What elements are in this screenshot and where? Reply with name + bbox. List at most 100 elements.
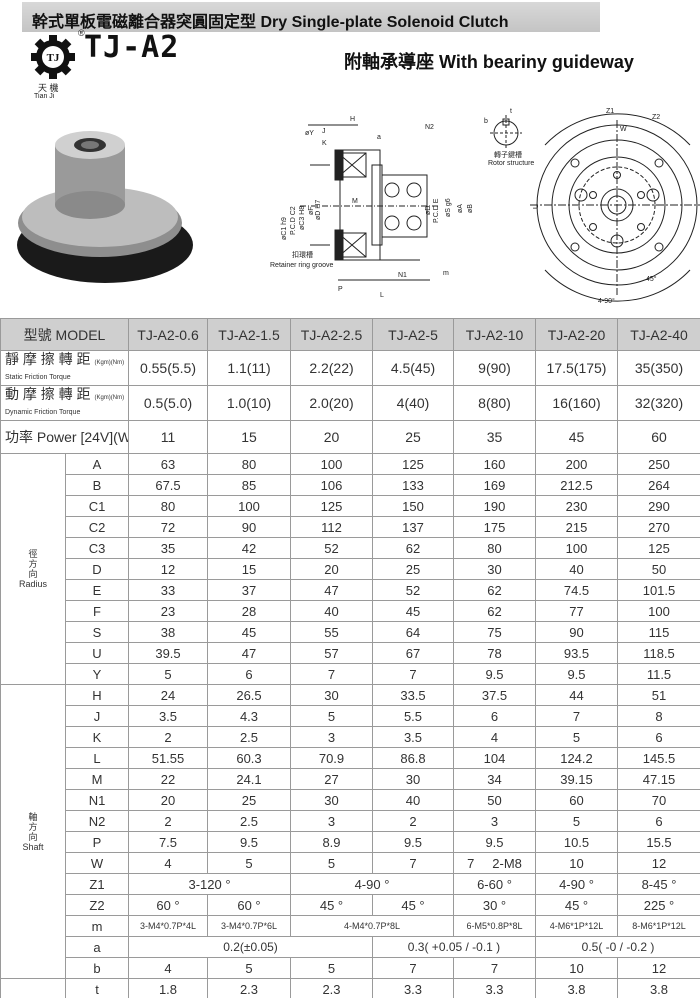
table-cell: 106 bbox=[290, 474, 373, 496]
table-cell: 12 bbox=[617, 957, 700, 979]
shaft-row-N2: N2 2 2.5 3 2 3 5 6 bbox=[1, 810, 700, 832]
table-cell: 118.5 bbox=[617, 642, 700, 664]
label-P: P bbox=[338, 286, 343, 293]
table-cell: 62 bbox=[372, 537, 454, 559]
radius-row-A: 徑 方 向 Radius A 63 80 100 125 160 200 250 bbox=[0, 453, 700, 685]
table-cell: 26.5 bbox=[207, 684, 291, 706]
label-en: Dynamic Friction Torque bbox=[5, 408, 81, 416]
table-cell: 47.15 bbox=[617, 768, 700, 790]
tolerance-cell: 0.3( +0.05 / -0.1 ) bbox=[372, 936, 536, 958]
dimension-key: F bbox=[65, 600, 129, 622]
table-cell: 34 bbox=[453, 768, 536, 790]
section-view bbox=[300, 124, 440, 281]
label-Z1: Z1 bbox=[606, 108, 614, 115]
table-cell: 3.3 bbox=[453, 978, 536, 998]
table-cell: 80 bbox=[128, 495, 208, 517]
table-cell: 3.8 bbox=[535, 978, 618, 998]
table-cell: 3-M4*0.7P*6L bbox=[207, 915, 291, 937]
table-cell: 3.3 bbox=[372, 978, 454, 998]
table-cell: 6 bbox=[617, 810, 700, 832]
table-cell: 52 bbox=[372, 579, 454, 601]
table-cell: 3-120 ° bbox=[128, 873, 291, 895]
table-cell: 133 bbox=[372, 474, 454, 496]
label-C2: P.C.D C2 bbox=[290, 206, 297, 235]
power-row: 功率 Power [24V](W) at 20℃11152025354560 bbox=[0, 420, 700, 454]
table-cell: 7 bbox=[372, 663, 454, 685]
label-N1: N1 bbox=[398, 272, 407, 279]
table-cell: 70 bbox=[617, 789, 700, 811]
table-cell: 15.5 bbox=[617, 831, 700, 853]
label-B: øB bbox=[467, 204, 474, 213]
table-cell: 7 bbox=[372, 957, 454, 979]
label-E: P.C.D E bbox=[433, 198, 440, 223]
table-cell: 2.3 bbox=[290, 978, 373, 998]
table-cell: 7 bbox=[290, 663, 373, 685]
table-cell: 45 bbox=[535, 420, 618, 454]
dimension-key: B bbox=[65, 474, 129, 496]
table-cell: 4-90 ° bbox=[290, 873, 454, 895]
dimension-key: L bbox=[65, 747, 129, 769]
label-retainer-en: Retainer ring groove bbox=[270, 262, 334, 269]
table-cell: 2 bbox=[128, 726, 208, 748]
table-cell: 6 bbox=[617, 726, 700, 748]
table-cell: 4-M4*0.7P*8L bbox=[290, 915, 454, 937]
table-cell: 3 bbox=[290, 726, 373, 748]
label-cn: 動 摩 擦 轉 距 bbox=[5, 385, 91, 402]
label-Y: øY bbox=[305, 130, 314, 137]
table-cell: 80 bbox=[453, 537, 536, 559]
table-cell: 25 bbox=[372, 420, 454, 454]
dimension-key: U bbox=[65, 642, 129, 664]
table-cell: 175 bbox=[453, 516, 536, 538]
table-cell: 42 bbox=[207, 537, 291, 559]
table-cell: 11 bbox=[128, 420, 208, 454]
table-cell: 35 bbox=[128, 537, 208, 559]
table-cell: 55 bbox=[290, 621, 373, 643]
table-cell: 5 bbox=[535, 726, 618, 748]
table-cell: 12 bbox=[617, 852, 700, 874]
table-cell: 60 bbox=[535, 789, 618, 811]
table-cell: 93.5 bbox=[535, 642, 618, 664]
dynamic-torque-label: 動 摩 擦 轉 距 (Kgm)(Nm) Dynamic Friction Torq… bbox=[0, 385, 129, 421]
dimension-key: H bbox=[65, 684, 129, 706]
table-cell: 62 bbox=[453, 600, 536, 622]
shaft-row-Z1: Z1 3-120 ° 4-90 ° 6-60 ° 4-90 ° 8-45 ° bbox=[1, 873, 700, 895]
table-cell: 125 bbox=[372, 453, 454, 475]
table-cell: 74.5 bbox=[535, 579, 618, 601]
dimension-key: D bbox=[65, 558, 129, 580]
model-column-header: TJ-A2-20 bbox=[535, 318, 618, 351]
table-cell: 4 bbox=[453, 726, 536, 748]
table-cell: 45 ° bbox=[290, 894, 373, 916]
table-cell: 33 bbox=[128, 579, 208, 601]
table-cell: 45 bbox=[372, 600, 454, 622]
dimension-key: Z1 bbox=[65, 873, 129, 895]
table-cell: 3-M4*0.7P*4L bbox=[128, 915, 208, 937]
table-cell: 4-M6*1P*12L bbox=[535, 915, 618, 937]
registered-mark: ® bbox=[78, 28, 85, 38]
table-cell: 40 bbox=[535, 558, 618, 580]
table-cell: 67.5 bbox=[128, 474, 208, 496]
table-cell: 250 bbox=[617, 453, 700, 475]
table-cell: 64 bbox=[372, 621, 454, 643]
label-F: øF bbox=[308, 206, 315, 215]
label-J: J bbox=[322, 128, 326, 135]
brand-cn: 天 機 bbox=[38, 83, 59, 93]
radius-row-Y: Y 5 6 7 7 9.5 9.5 11.5 bbox=[1, 663, 700, 685]
title-bar: 幹式單板電磁離合器突圓固定型 Dry Single-plate Solenoid… bbox=[22, 2, 600, 32]
table-cell: 62 bbox=[453, 579, 536, 601]
table-cell: 5 bbox=[290, 705, 373, 727]
table-cell: 100 bbox=[617, 600, 700, 622]
cell-value: 7 bbox=[467, 855, 475, 871]
table-cell: 115 bbox=[617, 621, 700, 643]
shaft-row-M: M 22 24.1 27 30 34 39.15 47.15 bbox=[1, 768, 700, 790]
logo-mark: TJ bbox=[47, 52, 60, 64]
section-labels: H J K a N2 M N1 m P L øY øC1 h9 P.C.D C2… bbox=[270, 116, 474, 299]
table-cell: 8-45 ° bbox=[617, 873, 700, 895]
table-cell: 4-90 ° bbox=[535, 873, 618, 895]
table-cell: 35(350) bbox=[617, 350, 700, 386]
tolerance-cell: 0.5( -0 / -0.2 ) bbox=[535, 936, 700, 958]
technical-drawings: H J K a N2 M N1 m P L øY øC1 h9 P.C.D C2… bbox=[17, 108, 700, 305]
table-cell: 7 2-M8 bbox=[453, 852, 536, 874]
front-view bbox=[530, 113, 700, 302]
table-cell: 37.5 bbox=[453, 684, 536, 706]
